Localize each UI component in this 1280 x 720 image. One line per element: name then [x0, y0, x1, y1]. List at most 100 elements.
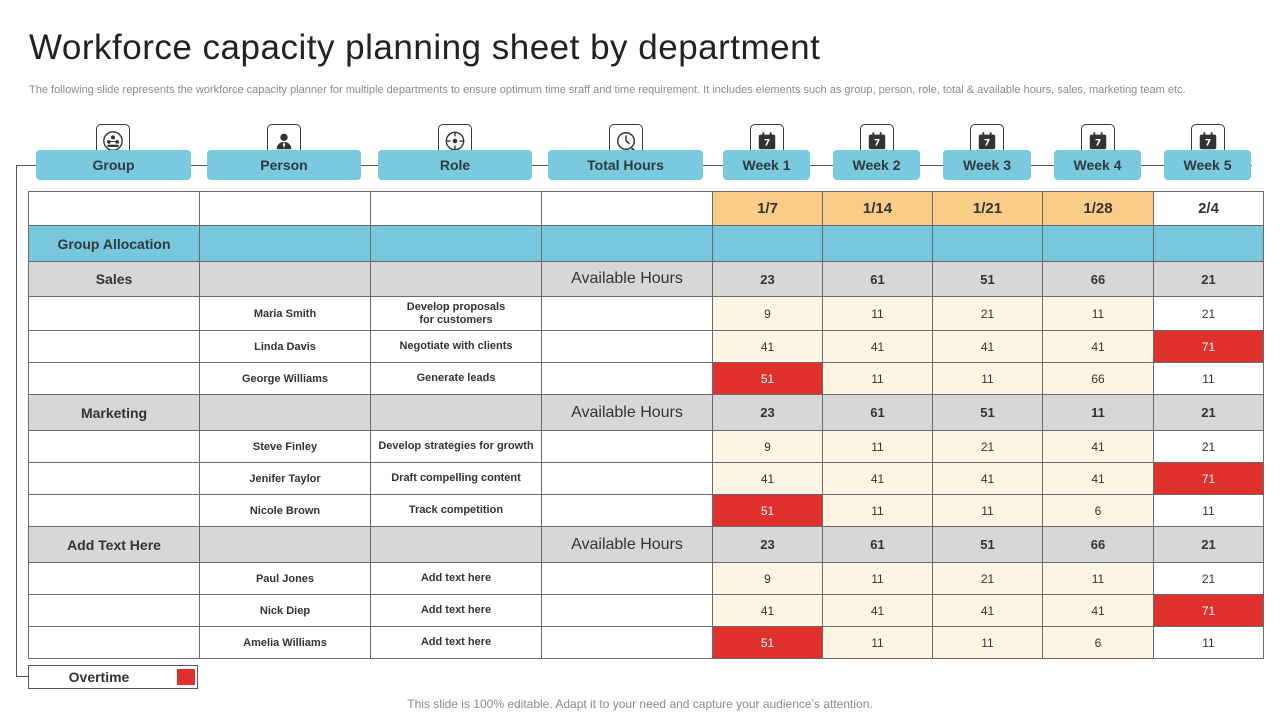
- person-role: Negotiate with clients: [370, 330, 542, 363]
- legend-label: Overtime: [68, 669, 130, 685]
- person-role: Track competition: [370, 494, 542, 527]
- header-person: Person: [207, 150, 361, 180]
- person-role: Draft compelling content: [370, 462, 542, 495]
- hours-cell: 21: [1153, 296, 1264, 331]
- available-hours-value: 51: [932, 526, 1043, 563]
- date-week-4: 1/28: [1042, 191, 1154, 226]
- person-row: Amelia Williams Add text here 51 11 11 6 11: [28, 626, 1264, 659]
- total-hours-cell: [541, 296, 713, 331]
- total-hours-cell: [541, 462, 713, 495]
- svg-text:7: 7: [1095, 138, 1101, 149]
- hours-cell: 41: [1042, 430, 1154, 463]
- header-week-4: Week 4: [1054, 150, 1141, 180]
- page-subtitle: The following slide represents the workf…: [29, 84, 1186, 96]
- header-group: Group: [36, 150, 191, 180]
- page-title: Workforce capacity planning sheet by dep…: [29, 28, 821, 67]
- hours-cell: 11: [1153, 626, 1264, 659]
- svg-text:7: 7: [984, 138, 990, 149]
- group-name: Add Text Here: [28, 526, 200, 563]
- hours-cell: 21: [932, 296, 1043, 331]
- date-week-3: 1/21: [932, 191, 1043, 226]
- available-hours-value: 66: [1042, 526, 1154, 563]
- hours-cell: 11: [822, 562, 933, 595]
- total-hours-cell: [541, 430, 713, 463]
- hours-cell: 11: [1153, 362, 1264, 395]
- person-row: Paul Jones Add text here 9 11 21 11 21: [28, 562, 1264, 595]
- available-hours-value: 23: [712, 261, 823, 297]
- hours-cell: 41: [1042, 462, 1154, 495]
- hours-cell: 6: [1042, 494, 1154, 527]
- hours-cell: 11: [932, 362, 1043, 395]
- available-hours-label: Available Hours: [541, 261, 713, 297]
- group-name: Marketing: [28, 394, 200, 431]
- hours-cell: 41: [822, 594, 933, 627]
- hours-cell: 9: [712, 562, 823, 595]
- hours-cell: 11: [822, 430, 933, 463]
- group-allocation-label: Group Allocation: [28, 225, 200, 262]
- hours-cell: 41: [1042, 594, 1154, 627]
- group-allocation-row: Group Allocation: [28, 225, 1264, 262]
- total-hours-cell: [541, 330, 713, 363]
- hours-cell: 41: [932, 330, 1043, 363]
- person-name: Nick Diep: [199, 594, 371, 627]
- header-week-2: Week 2: [833, 150, 920, 180]
- group-row: Marketing Available Hours 23 61 51 11 21: [28, 394, 1264, 431]
- available-hours-value: 21: [1153, 261, 1264, 297]
- available-hours-value: 21: [1153, 526, 1264, 563]
- person-row: Maria Smith Develop proposals for custome…: [28, 296, 1264, 331]
- hours-cell: 41: [932, 594, 1043, 627]
- svg-text:7: 7: [1205, 138, 1211, 149]
- hours-cell: 21: [1153, 430, 1264, 463]
- connector-line-vertical: [16, 165, 17, 677]
- person-role: Add text here: [370, 594, 542, 627]
- hours-cell: 6: [1042, 626, 1154, 659]
- person-name: Steve Finley: [199, 430, 371, 463]
- person-name: Maria Smith: [199, 296, 371, 331]
- person-role: Add text here: [370, 562, 542, 595]
- hours-cell: 71: [1153, 330, 1264, 363]
- person-name: Jenifer Taylor: [199, 462, 371, 495]
- hours-cell: 11: [822, 296, 933, 331]
- hours-cell: 21: [932, 562, 1043, 595]
- group-row: Sales Available Hours 23 61 51 66 21: [28, 261, 1264, 297]
- group-name: Sales: [28, 261, 200, 297]
- svg-text:7: 7: [874, 138, 880, 149]
- header-total-hours: Total Hours: [548, 150, 703, 180]
- svg-text:7: 7: [764, 138, 770, 149]
- person-row: Jenifer Taylor Draft compelling content 41…: [28, 462, 1264, 495]
- hours-cell: 51: [712, 362, 823, 395]
- hours-cell: 71: [1153, 462, 1264, 495]
- total-hours-cell: [541, 494, 713, 527]
- hours-cell: 41: [822, 462, 933, 495]
- total-hours-cell: [541, 626, 713, 659]
- total-hours-cell: [541, 594, 713, 627]
- empty-cell: [28, 191, 200, 226]
- person-row: George Williams Generate leads 51 11 11 66 11: [28, 362, 1264, 395]
- total-hours-cell: [541, 562, 713, 595]
- person-role: Develop strategies for growth: [370, 430, 542, 463]
- available-hours-value: 23: [712, 526, 823, 563]
- person-name: George Williams: [199, 362, 371, 395]
- hours-cell: 51: [712, 494, 823, 527]
- available-hours-label: Available Hours: [541, 526, 713, 563]
- hours-cell: 11: [1042, 562, 1154, 595]
- available-hours-value: 61: [822, 526, 933, 563]
- header-week-5: Week 5: [1164, 150, 1251, 180]
- hours-cell: 21: [1153, 562, 1264, 595]
- header-role: Role: [378, 150, 532, 180]
- hours-cell: 11: [1153, 494, 1264, 527]
- hours-cell: 11: [822, 362, 933, 395]
- available-hours-value: 61: [822, 261, 933, 297]
- hours-cell: 41: [712, 594, 823, 627]
- hours-cell: 41: [932, 462, 1043, 495]
- hours-cell: 11: [932, 626, 1043, 659]
- total-hours-cell: [541, 362, 713, 395]
- hours-cell: 51: [712, 626, 823, 659]
- available-hours-value: 11: [1042, 394, 1154, 431]
- overtime-swatch: [177, 669, 195, 685]
- person-row: Nick Diep Add text here 41 41 41 41 71: [28, 594, 1264, 627]
- person-role: Add text here: [370, 626, 542, 659]
- footer-note: This slide is 100% editable. Adapt it to…: [407, 697, 873, 711]
- hours-cell: 21: [932, 430, 1043, 463]
- person-name: Nicole Brown: [199, 494, 371, 527]
